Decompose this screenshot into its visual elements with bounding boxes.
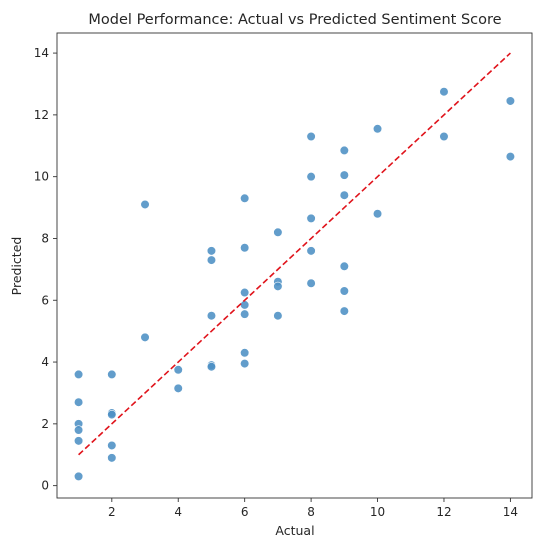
- data-point: [174, 365, 183, 374]
- data-point: [340, 307, 349, 316]
- data-point: [274, 228, 283, 237]
- y-tick-label: 2: [41, 417, 49, 431]
- y-tick-label: 12: [34, 108, 49, 122]
- chart-title: Model Performance: Actual vs Predicted S…: [88, 12, 501, 28]
- data-point: [373, 124, 382, 133]
- data-point: [207, 247, 216, 256]
- data-point: [506, 97, 515, 106]
- y-axis-label: Predicted: [9, 237, 24, 296]
- data-point: [340, 171, 349, 180]
- data-point: [74, 426, 83, 435]
- data-point: [307, 279, 316, 288]
- x-tick-label: 8: [307, 505, 315, 519]
- plot-area: [57, 33, 532, 498]
- data-point: [108, 370, 117, 379]
- data-point: [108, 410, 117, 419]
- data-point: [340, 287, 349, 296]
- data-point: [174, 384, 183, 393]
- data-point: [240, 359, 249, 368]
- x-tick-label: 6: [241, 505, 249, 519]
- y-tick-label: 14: [34, 46, 49, 60]
- data-point: [240, 348, 249, 357]
- x-tick-label: 12: [436, 505, 451, 519]
- data-point: [440, 132, 449, 141]
- data-point: [74, 398, 83, 407]
- data-point: [506, 152, 515, 161]
- data-point: [240, 194, 249, 203]
- y-tick-label: 10: [34, 170, 49, 184]
- data-point: [141, 333, 150, 342]
- x-tick-label: 10: [370, 505, 385, 519]
- data-point: [340, 262, 349, 271]
- data-point: [141, 200, 150, 209]
- x-tick-label: 4: [174, 505, 182, 519]
- reference-line: [79, 53, 511, 455]
- data-point: [207, 362, 216, 371]
- y-tick-label: 0: [41, 479, 49, 493]
- x-axis: 2 4 6 8 10 12 14: [108, 498, 518, 519]
- data-point: [74, 370, 83, 379]
- data-point: [108, 454, 117, 463]
- data-point: [240, 243, 249, 252]
- data-point: [440, 87, 449, 96]
- x-tick-label: 14: [503, 505, 518, 519]
- data-point: [207, 256, 216, 265]
- data-point: [307, 172, 316, 181]
- data-point: [74, 472, 83, 481]
- data-point: [74, 437, 83, 446]
- data-point: [307, 132, 316, 141]
- data-point: [240, 310, 249, 319]
- x-axis-label: Actual: [275, 523, 314, 538]
- y-axis: 0 2 4 6 8 10 12 14: [34, 46, 57, 493]
- x-tick-label: 2: [108, 505, 116, 519]
- y-tick-label: 8: [41, 231, 49, 245]
- data-point: [240, 288, 249, 297]
- data-point: [340, 191, 349, 200]
- plot-frame: [57, 33, 532, 498]
- data-point: [373, 209, 382, 218]
- data-point: [274, 311, 283, 320]
- y-tick-label: 6: [41, 293, 49, 307]
- data-point: [274, 282, 283, 291]
- data-point: [240, 301, 249, 310]
- data-point: [307, 214, 316, 223]
- data-point: [108, 441, 117, 450]
- data-point: [207, 311, 216, 320]
- y-tick-label: 4: [41, 355, 49, 369]
- data-point: [307, 247, 316, 256]
- data-point: [340, 146, 349, 155]
